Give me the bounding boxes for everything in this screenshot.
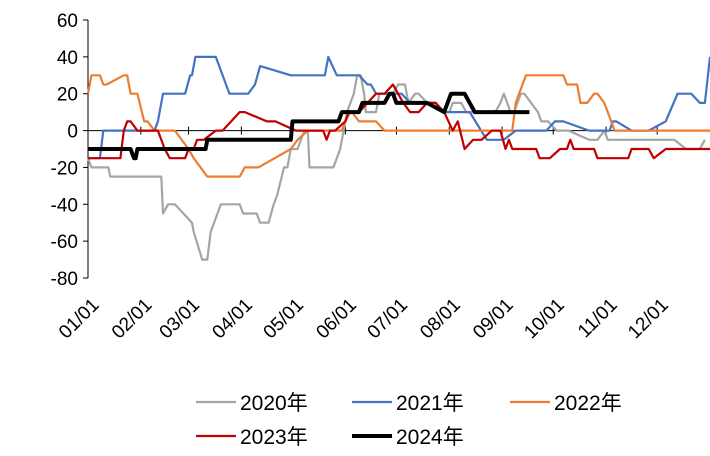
- legend-label: 2024年: [396, 426, 464, 449]
- plot-area: 60 40 20 0 -20 -40 -60 -80 01/01 02/01 03/01 04/01…: [51, 11, 710, 343]
- x-tick-label: 03/01: [156, 295, 204, 343]
- y-tick-label: 20: [57, 85, 78, 106]
- series-line-3: [86, 74, 710, 178]
- x-tick-label: 04/01: [208, 295, 256, 343]
- y-tick-label: -80: [51, 269, 78, 290]
- y-tick-label: 40: [57, 48, 78, 69]
- series-line-1: [86, 74, 706, 261]
- legend-label: 2022年: [554, 392, 622, 415]
- legend-label: 2023年: [240, 426, 308, 449]
- x-tick-label: 02/01: [108, 295, 156, 343]
- legend-label: 2020年: [240, 392, 308, 415]
- y-tick-label: -60: [51, 232, 78, 253]
- y-tick-label: -40: [51, 195, 78, 216]
- x-tick-label: 01/01: [55, 295, 103, 343]
- y-tick-label: 0: [67, 122, 78, 143]
- series-lines: [86, 55, 710, 261]
- x-tick-label: 12/01: [624, 295, 672, 343]
- legend-label: 2021年: [396, 392, 464, 415]
- x-tick-label: 08/01: [416, 295, 464, 343]
- x-tick-label: 10/01: [520, 295, 568, 343]
- y-axis-ticks: 60 40 20 0 -20 -40 -60 -80: [51, 11, 88, 290]
- x-tick-label: 09/01: [469, 295, 517, 343]
- series-line-5: [88, 91, 530, 161]
- y-tick-label: 60: [57, 11, 78, 32]
- x-tick-label: 05/01: [260, 295, 308, 343]
- x-tick-label: 07/01: [364, 295, 412, 343]
- legend: 2020年 2021年 2022年 2023年 2024年: [196, 392, 622, 449]
- x-tick-label: 06/01: [312, 295, 360, 343]
- y-tick-label: -20: [51, 158, 78, 179]
- x-tick-label: 11/01: [574, 295, 621, 342]
- series-line-2: [88, 55, 710, 160]
- x-axis-ticks: 01/01 02/01 03/01 04/01 05/01 06/01 07/01 08/01…: [55, 126, 673, 343]
